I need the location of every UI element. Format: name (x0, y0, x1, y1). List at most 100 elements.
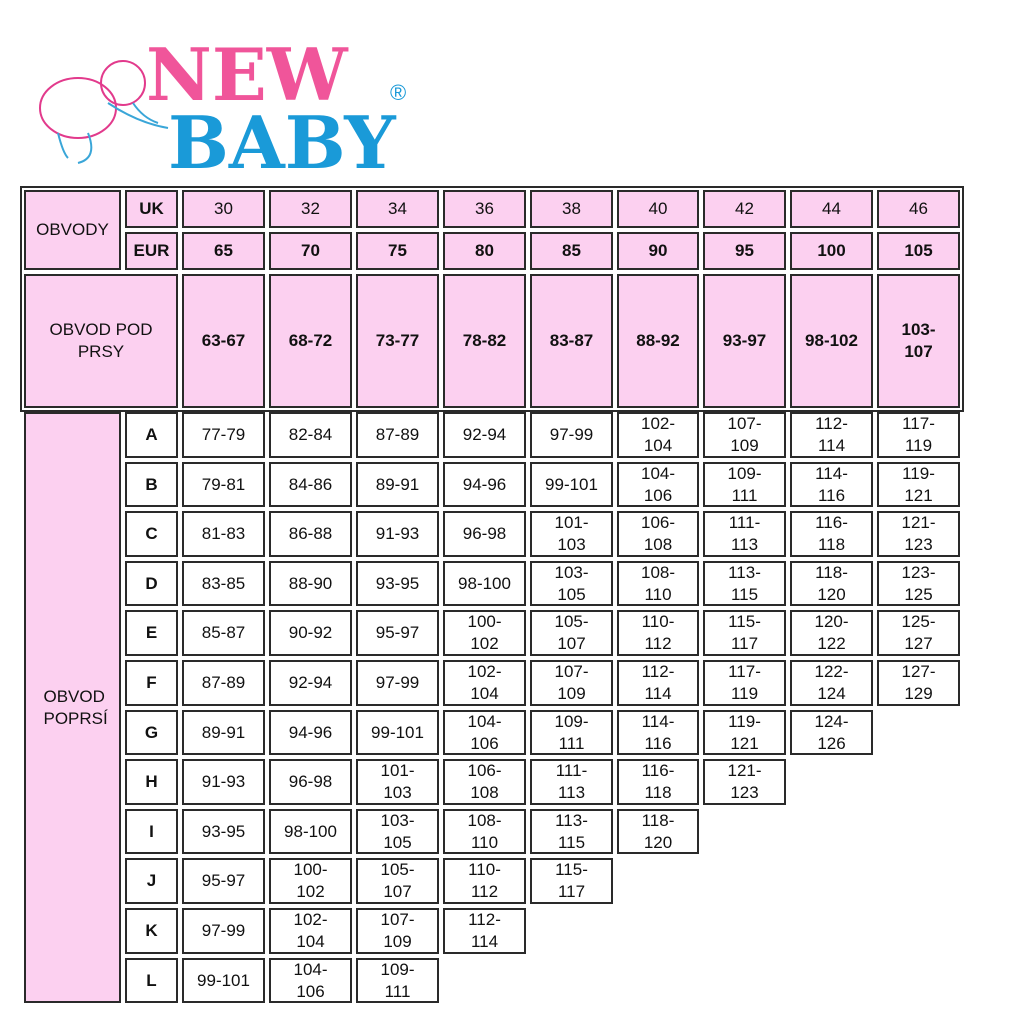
bust-range-text: 124-126 (814, 711, 849, 753)
eur-size: 105 (877, 232, 960, 270)
underbust-range: 88-92 (617, 274, 699, 408)
baby-illustration-icon (39, 60, 169, 164)
circumference-label: OBVODY (24, 190, 121, 270)
uk-label-text: UK (139, 199, 164, 218)
bust-range-text: 91-93 (375, 524, 420, 543)
bust-range: 81-83 (182, 511, 265, 557)
underbust-range: 63-67 (182, 274, 265, 408)
bust-range: 107-109 (530, 660, 613, 706)
bust-range-text: 105-107 (554, 612, 589, 653)
bust-range-text: 109-111 (554, 711, 589, 753)
eur-label: EUR (125, 232, 178, 270)
bust-range: 105-107 (356, 858, 439, 904)
bust-range: 83-85 (182, 561, 265, 606)
bust-range-text: 104-106 (293, 959, 328, 1001)
bust-range-text: 116-118 (641, 761, 675, 802)
bust-range-text: 112-114 (468, 910, 501, 951)
bust-range: 109-111 (703, 462, 786, 507)
bust-range: 108-110 (617, 561, 699, 606)
bust-range: 114-116 (790, 462, 873, 507)
cup-letter-text: H (145, 772, 158, 791)
bust-range: 104-106 (617, 462, 699, 507)
bust-range: 104-106 (443, 710, 526, 755)
bust-range: 90-92 (269, 610, 352, 656)
bust-range: 101-103 (530, 511, 613, 557)
bust-range-text: 121-123 (901, 513, 936, 554)
bust-range-text: 92-94 (288, 673, 333, 692)
bust-range-text: 109-111 (727, 463, 762, 505)
uk-size-text: 38 (562, 199, 581, 218)
cup-letter: B (125, 462, 178, 507)
bust-range: 92-94 (269, 660, 352, 706)
bust-range: 94-96 (269, 710, 352, 755)
bust-range: 115-117 (530, 858, 613, 904)
bust-range: 110-112 (617, 610, 699, 656)
bust-range: 96-98 (269, 759, 352, 805)
bust-range-text: 118-120 (815, 562, 848, 604)
uk-size-text: 30 (214, 199, 233, 218)
bust-range-text: 107-109 (727, 414, 762, 455)
cup-letter: K (125, 908, 178, 954)
bust-range-text: 117-119 (902, 414, 935, 455)
uk-size-text: 44 (822, 199, 841, 218)
bust-range-text: 107-109 (380, 910, 415, 951)
cup-letter-text: B (145, 474, 158, 494)
bust-range: 79-81 (182, 462, 265, 507)
uk-size: 34 (356, 190, 439, 228)
bust-range-text: 106-108 (467, 761, 502, 802)
bust-range-text: 84-86 (288, 474, 333, 494)
bust-range-text: 102-104 (640, 414, 676, 455)
bust-range-text: 104-106 (467, 711, 502, 753)
underbust-range: 98-102 (790, 274, 873, 408)
bust-range: 112-114 (790, 412, 873, 458)
bust-range-text: 119-121 (728, 711, 761, 753)
bust-range-text: 89-91 (375, 474, 420, 494)
bust-range: 117-119 (703, 660, 786, 706)
bust-range: 115-117 (703, 610, 786, 656)
bust-range-text: 112-114 (815, 414, 848, 455)
cup-letter-text: G (144, 722, 159, 742)
underbust-range: 93-97 (703, 274, 786, 408)
bust-range: 99-101 (182, 958, 265, 1003)
uk-size: 30 (182, 190, 265, 228)
bust-range: 86-88 (269, 511, 352, 557)
bust-range: 97-99 (356, 660, 439, 706)
bust-range: 98-100 (443, 561, 526, 606)
bust-label: OBVOD POPRSÍ (24, 412, 121, 1003)
cup-letter: H (125, 759, 178, 805)
cup-letter-text: E (145, 623, 158, 642)
bust-range: 113-115 (530, 809, 613, 854)
eur-size-text: 85 (562, 241, 581, 260)
bust-range-text: 96-98 (288, 772, 333, 791)
eur-size: 90 (617, 232, 699, 270)
bust-range: 99-101 (356, 710, 439, 755)
bust-range: 87-89 (356, 412, 439, 458)
bust-range-text: 87-89 (201, 673, 246, 692)
table-frame (20, 186, 964, 412)
bust-range-text: 110-112 (641, 612, 675, 653)
bust-range-text: 110-112 (468, 860, 501, 901)
bust-range: 92-94 (443, 412, 526, 458)
bust-range: 112-114 (617, 660, 699, 706)
eur-size-text: 100 (817, 241, 846, 260)
eur-size-text: 95 (735, 241, 754, 260)
uk-size: 42 (703, 190, 786, 228)
bust-range-text: 119-121 (902, 463, 935, 505)
bust-range-text: 101-103 (380, 761, 415, 802)
bust-range-text: 97-99 (201, 921, 246, 940)
bust-range-text: 125-127 (901, 612, 936, 653)
bust-range: 116-118 (790, 511, 873, 557)
underbust-range: 68-72 (269, 274, 352, 408)
bust-range: 87-89 (182, 660, 265, 706)
bust-range: 112-114 (443, 908, 526, 954)
bust-range: 93-95 (356, 561, 439, 606)
eur-size-text: 105 (904, 241, 933, 260)
bust-range-text: 86-88 (288, 524, 333, 543)
uk-size-text: 34 (388, 199, 407, 218)
underbust-range-text: 73-77 (375, 331, 420, 350)
bust-range-text: 88-90 (288, 573, 333, 593)
bust-range-text: 107-109 (554, 662, 589, 703)
bust-range-text: 121-123 (727, 761, 762, 802)
cup-letter-text: K (145, 921, 158, 940)
bust-range: 77-79 (182, 412, 265, 458)
